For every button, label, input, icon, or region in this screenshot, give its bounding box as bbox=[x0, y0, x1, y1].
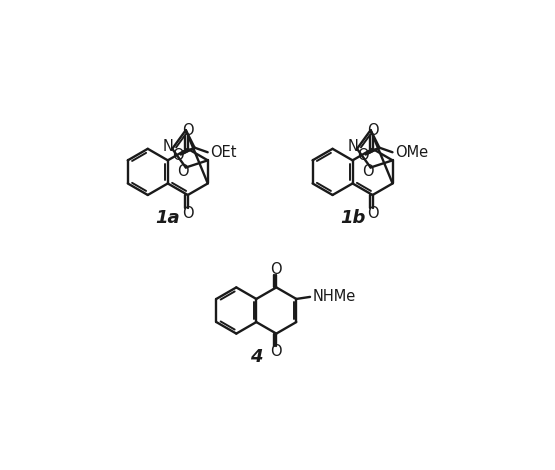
Text: N: N bbox=[163, 139, 174, 154]
Text: N: N bbox=[347, 139, 359, 154]
Text: O: O bbox=[357, 148, 369, 163]
Text: O: O bbox=[270, 344, 282, 359]
Text: 1b: 1b bbox=[340, 209, 365, 227]
Text: O: O bbox=[173, 148, 184, 163]
Text: OMe: OMe bbox=[395, 145, 428, 160]
Text: OEt: OEt bbox=[210, 145, 236, 160]
Text: O: O bbox=[182, 205, 194, 220]
Text: O: O bbox=[178, 164, 189, 179]
Text: 4: 4 bbox=[250, 348, 263, 366]
Text: O: O bbox=[367, 205, 379, 220]
Text: O: O bbox=[362, 164, 374, 179]
Text: O: O bbox=[270, 262, 282, 277]
Text: 1a: 1a bbox=[155, 209, 180, 227]
Text: NHMe: NHMe bbox=[312, 290, 356, 305]
Text: O: O bbox=[367, 123, 379, 138]
Text: O: O bbox=[182, 123, 194, 138]
